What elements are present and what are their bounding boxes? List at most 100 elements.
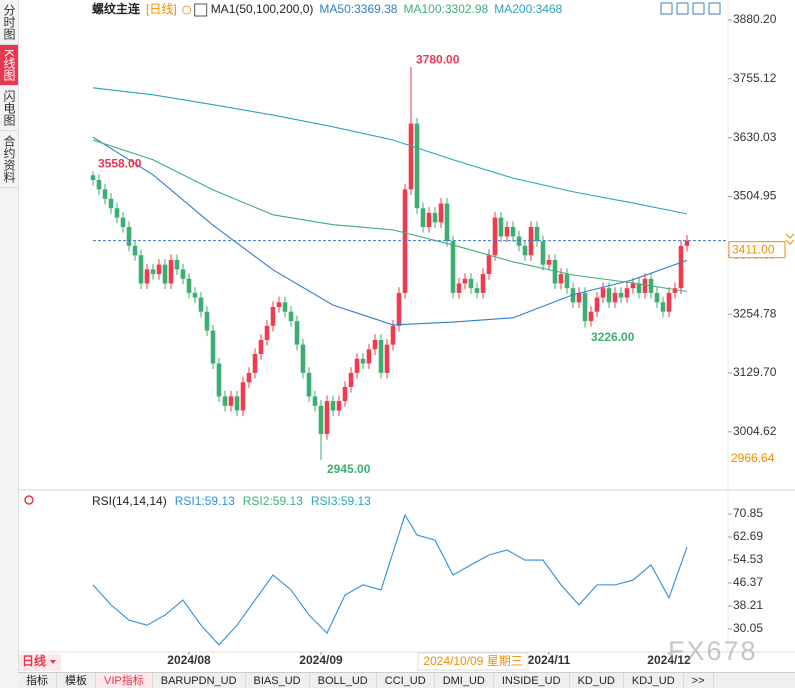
candle-body [174, 259, 180, 270]
icon[interactable] [660, 2, 673, 15]
candle-body [216, 363, 222, 397]
candle-body [510, 227, 516, 237]
tab[interactable]: BOLL_UD [310, 673, 377, 688]
candle-body [540, 241, 546, 265]
toolbar-icons[interactable] [660, 2, 721, 15]
candle-body [474, 288, 480, 293]
crosshair-label: 2024/10/09 星期三 [423, 654, 522, 668]
tab[interactable]: KDJ_UD [624, 673, 684, 688]
candle-body [522, 245, 528, 256]
tab[interactable]: DMI_UD [435, 673, 494, 688]
candle-body [588, 311, 594, 322]
rsi-settings-icon[interactable] [24, 495, 34, 505]
candle-body [246, 372, 252, 383]
period-button-bg[interactable] [19, 654, 61, 671]
y-tick-label: 3004.62 [733, 424, 777, 438]
candle-body [480, 274, 486, 293]
candle-body [276, 302, 282, 308]
candle-body [594, 297, 600, 312]
candle-body [258, 339, 264, 355]
tab[interactable]: KD_UD [570, 673, 624, 688]
icon[interactable] [708, 2, 721, 15]
candle-body [552, 259, 558, 284]
side-tab[interactable]: 合约资料 [0, 131, 18, 189]
high-annotation: 3558.00 [98, 157, 142, 171]
candle-body [378, 339, 384, 373]
candle-body [168, 259, 174, 284]
candle-body [252, 354, 258, 373]
side-tab[interactable]: 闪电图 [0, 86, 18, 132]
candle-body [636, 283, 642, 293]
candle-body [102, 189, 108, 199]
tab[interactable]: BARUPDN_UD [153, 673, 246, 688]
candle-body [504, 227, 510, 237]
candle-body [486, 255, 492, 275]
period-button[interactable]: 日线 [22, 653, 46, 668]
candle-body [312, 396, 318, 406]
rsi-legend: RSI2:59.13 [243, 494, 303, 508]
ma-legend: MA50:3369.38 [319, 2, 397, 16]
candle-body [324, 401, 330, 435]
tab[interactable]: BIAS_UD [246, 673, 310, 688]
candle-body [348, 372, 354, 387]
candle-body [618, 292, 624, 298]
x-tick-label: 2024/11 [528, 653, 571, 667]
candle-body [162, 264, 168, 284]
tab[interactable]: VIP指标 [96, 673, 153, 688]
candle-body [234, 396, 240, 411]
y-tick-label: 46.37 [733, 575, 763, 589]
side-tab[interactable]: 分时图 [0, 0, 18, 45]
indicator-icon [194, 3, 208, 17]
candle-body [654, 292, 660, 303]
candle-body [96, 179, 102, 190]
period-icon [182, 5, 192, 15]
y-tick-label: 70.85 [733, 506, 763, 520]
candle-body [672, 288, 678, 293]
candle-body [186, 278, 192, 293]
y-tick-label: 3129.70 [733, 365, 777, 379]
rsi-title: RSI(14,14,14) [92, 494, 167, 508]
tab[interactable]: 模板 [57, 673, 96, 688]
candle-body [354, 358, 360, 373]
moving-average [92, 87, 688, 215]
candle-body [270, 307, 276, 326]
candle-body [126, 227, 132, 246]
tab[interactable]: >> [684, 673, 714, 688]
candle-body [576, 292, 582, 303]
candle-body [294, 321, 300, 345]
candle-body [456, 283, 462, 293]
y-tick-label: 3504.95 [733, 189, 777, 203]
low-annotation: 2945.00 [327, 462, 371, 476]
dropdown-arrow [50, 660, 56, 664]
candle-body [366, 349, 372, 364]
candle-body [630, 283, 636, 289]
candle-body [150, 269, 156, 275]
y-tick-label: 3755.12 [733, 71, 777, 85]
icon[interactable] [692, 2, 705, 15]
high-annotation: 3780.00 [416, 52, 460, 66]
candle-body [582, 292, 588, 322]
ma-legend: MA100:3302.98 [403, 2, 488, 16]
candle-body [420, 208, 426, 228]
candle-body [228, 396, 234, 406]
tab[interactable]: 指标 [18, 673, 57, 688]
icon[interactable] [676, 2, 689, 15]
moving-average [92, 136, 688, 326]
rsi-legend: RSI1:59.13 [175, 494, 235, 508]
tab[interactable]: CCI_UD [377, 673, 435, 688]
x-tick-label: 2024/12 [647, 653, 691, 667]
rsi-legend: RSI3:59.13 [311, 494, 371, 508]
candle-body [318, 405, 324, 435]
candle-body [240, 382, 246, 411]
ma-legend: MA200:3468 [494, 2, 562, 16]
tab[interactable]: INSIDE_UD [494, 673, 570, 688]
candle-body [336, 401, 342, 411]
side-tab[interactable]: K线图 [0, 45, 18, 87]
candle-body [90, 175, 96, 180]
candle-body [534, 227, 540, 242]
low-annotation: 3226.00 [591, 330, 635, 344]
candle-body [684, 240, 690, 246]
candle-body [606, 288, 612, 303]
candle-body [120, 217, 126, 228]
